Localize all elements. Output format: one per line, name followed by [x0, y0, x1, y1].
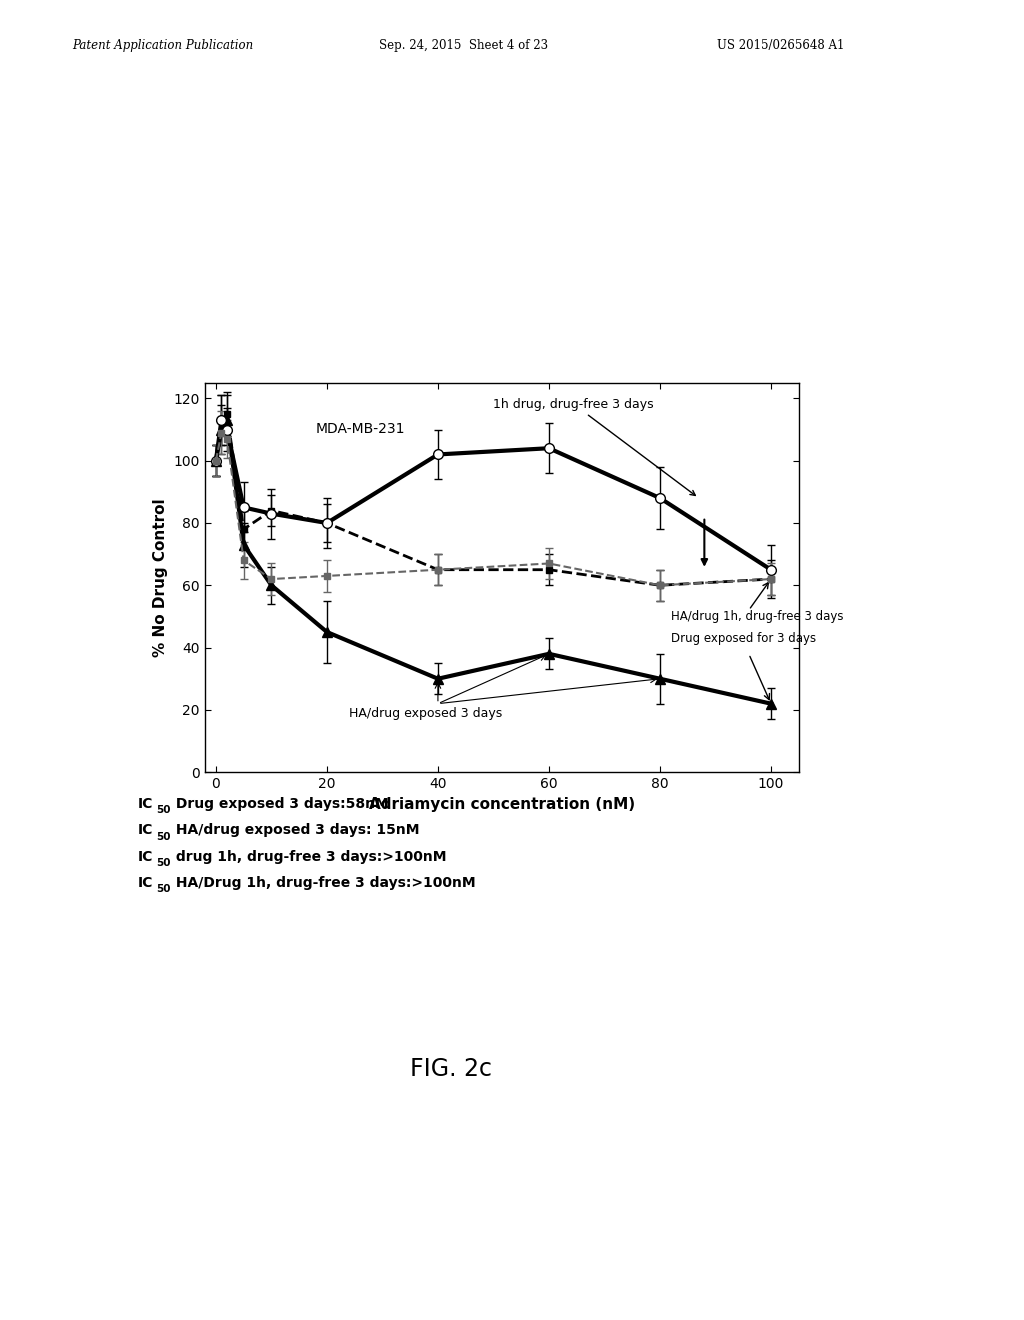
- X-axis label: Adriamycin concentration (nM): Adriamycin concentration (nM): [369, 796, 635, 812]
- Text: IC: IC: [138, 797, 154, 810]
- Text: FIG. 2c: FIG. 2c: [410, 1057, 492, 1081]
- Text: IC: IC: [138, 850, 154, 863]
- Text: Drug exposed for 3 days: Drug exposed for 3 days: [671, 632, 816, 644]
- Text: Sep. 24, 2015  Sheet 4 of 23: Sep. 24, 2015 Sheet 4 of 23: [379, 38, 548, 51]
- Text: 1h drug, drug-free 3 days: 1h drug, drug-free 3 days: [494, 397, 695, 495]
- Text: MDA-MB-231: MDA-MB-231: [315, 421, 406, 436]
- Text: 50: 50: [157, 884, 171, 895]
- Text: IC: IC: [138, 876, 154, 890]
- Text: drug 1h, drug-free 3 days:>100nM: drug 1h, drug-free 3 days:>100nM: [171, 850, 446, 863]
- Text: HA/Drug 1h, drug-free 3 days:>100nM: HA/Drug 1h, drug-free 3 days:>100nM: [171, 876, 475, 890]
- Text: IC: IC: [138, 824, 154, 837]
- Text: Patent Application Publication: Patent Application Publication: [72, 38, 253, 51]
- Text: 50: 50: [157, 805, 171, 816]
- Text: HA/drug 1h, drug-free 3 days: HA/drug 1h, drug-free 3 days: [671, 610, 844, 623]
- Text: Drug exposed 3 days:58nM: Drug exposed 3 days:58nM: [171, 797, 389, 810]
- Text: 50: 50: [157, 832, 171, 842]
- Text: 50: 50: [157, 858, 171, 869]
- Y-axis label: % No Drug Control: % No Drug Control: [153, 498, 168, 657]
- Text: US 2015/0265648 A1: US 2015/0265648 A1: [717, 38, 844, 51]
- Text: HA/drug exposed 3 days: HA/drug exposed 3 days: [349, 706, 503, 719]
- Text: HA/drug exposed 3 days: 15nM: HA/drug exposed 3 days: 15nM: [171, 824, 420, 837]
